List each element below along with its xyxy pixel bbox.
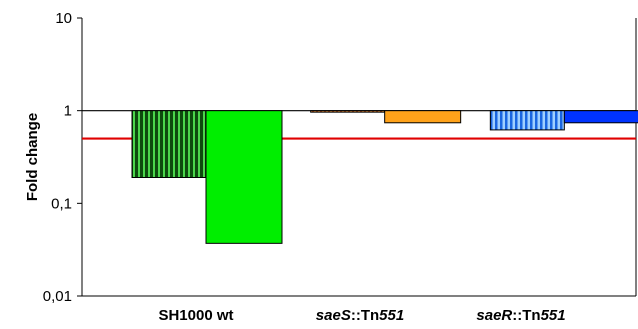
- y-tick-label: 10: [55, 10, 72, 27]
- y-tick-label: 0,01: [43, 288, 72, 305]
- category-label-part: saeR: [476, 307, 512, 324]
- bar: [310, 110, 386, 113]
- x-axis-category-labels: SH1000 wt saeS::Tn551 saeR::Tn551: [158, 307, 565, 324]
- y-tick-label: 0,1: [51, 195, 72, 212]
- bar: [489, 110, 565, 131]
- bar: [131, 110, 207, 179]
- y-axis-ticks: 0,01 0,1 1 10: [43, 10, 82, 305]
- category-label: saeS::Tn551: [316, 307, 404, 324]
- bar: [384, 110, 462, 124]
- bar: [205, 110, 283, 244]
- y-axis-title: Fold change: [24, 113, 41, 201]
- category-label: SH1000 wt: [158, 307, 233, 324]
- category-label-part: 551: [541, 307, 566, 324]
- plot-area: [81, 18, 637, 297]
- y-tick-label: 1: [64, 103, 72, 120]
- category-label: saeR::Tn551: [476, 307, 565, 324]
- category-label-part: 551: [379, 307, 404, 324]
- category-label-part: saeS: [316, 307, 351, 324]
- category-label-part: ::Tn: [351, 307, 379, 324]
- bar: [563, 110, 638, 124]
- category-label-part: ::Tn: [512, 307, 540, 324]
- category-label-part: SH1000 wt: [158, 307, 233, 324]
- bars: [131, 110, 638, 244]
